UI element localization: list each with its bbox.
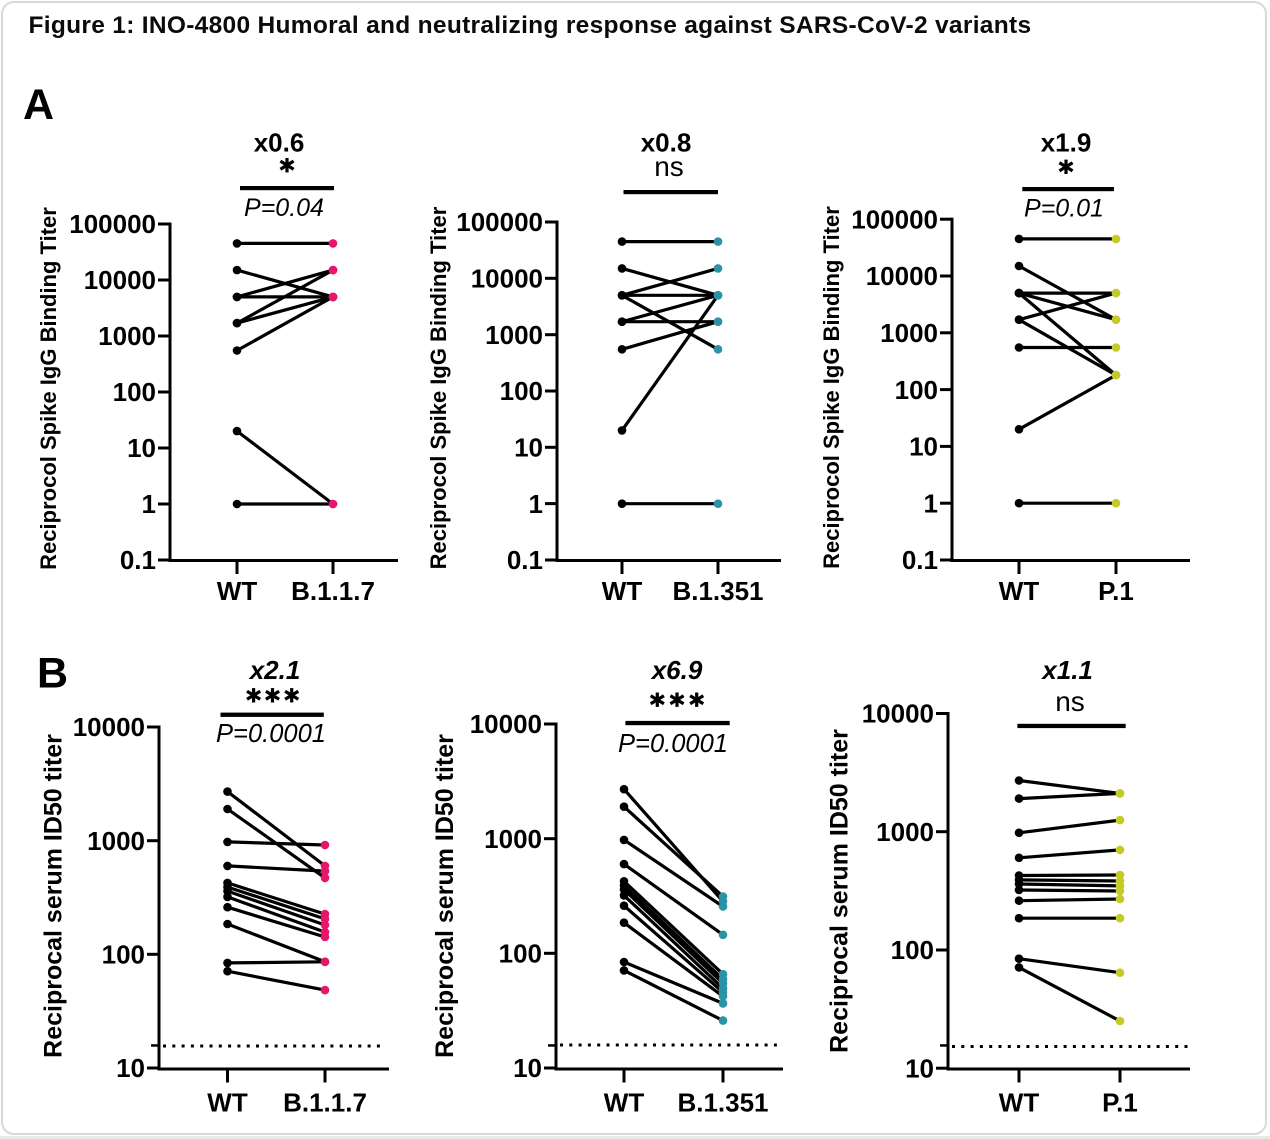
svg-text:100000: 100000 <box>851 204 938 234</box>
svg-text:1: 1 <box>142 489 156 519</box>
svg-text:x1.9: x1.9 <box>1041 127 1092 157</box>
svg-text:Reciprocol Spike IgG Binding T: Reciprocol Spike IgG Binding Titer <box>819 206 844 569</box>
svg-text:100: 100 <box>500 376 543 406</box>
svg-text:100: 100 <box>499 939 542 969</box>
svg-text:Reciprocol Spike IgG Binding T: Reciprocol Spike IgG Binding Titer <box>36 207 61 570</box>
svg-text:Figure 1: INO-4800 Humoral and: Figure 1: INO-4800 Humoral and neutraliz… <box>29 12 1032 39</box>
svg-text:Reciprocol Spike IgG Binding T: Reciprocol Spike IgG Binding Titer <box>426 206 451 569</box>
svg-text:10000: 10000 <box>471 264 543 294</box>
svg-text:B.1.1.7: B.1.1.7 <box>291 576 375 606</box>
svg-text:P=0.04: P=0.04 <box>244 194 324 222</box>
svg-text:10000: 10000 <box>84 265 156 295</box>
svg-text:ns: ns <box>1055 686 1085 717</box>
svg-text:10000: 10000 <box>470 709 542 739</box>
svg-text:A: A <box>23 81 54 129</box>
svg-text:P.1: P.1 <box>1102 1088 1138 1118</box>
svg-text:100: 100 <box>895 375 938 405</box>
svg-text:10: 10 <box>116 1053 145 1083</box>
svg-text:P=0.0001: P=0.0001 <box>216 720 326 748</box>
svg-text:x2.1: x2.1 <box>248 655 301 685</box>
svg-text:Reciprocal serum ID50 titer: Reciprocal serum ID50 titer <box>39 734 67 1058</box>
svg-text:10000: 10000 <box>862 699 934 729</box>
svg-text:P=0.0001: P=0.0001 <box>618 730 728 758</box>
svg-text:1000: 1000 <box>880 318 938 348</box>
svg-text:10000: 10000 <box>866 261 938 291</box>
svg-text:10: 10 <box>514 433 543 463</box>
svg-text:x1.1: x1.1 <box>1040 655 1093 685</box>
svg-text:10: 10 <box>513 1053 542 1083</box>
svg-text:B.1.351: B.1.351 <box>677 1088 768 1118</box>
svg-text:P=0.01: P=0.01 <box>1024 195 1104 223</box>
svg-text:WT: WT <box>207 1088 248 1118</box>
svg-text:B.1.1.7: B.1.1.7 <box>283 1088 367 1118</box>
svg-text:10: 10 <box>127 433 156 463</box>
svg-text:Reciprocal serum ID50 titer: Reciprocal serum ID50 titer <box>431 734 459 1058</box>
svg-text:1000: 1000 <box>484 824 542 854</box>
svg-text:WT: WT <box>999 1088 1040 1118</box>
svg-text:1000: 1000 <box>485 320 543 350</box>
svg-text:100: 100 <box>102 940 145 970</box>
svg-text:ns: ns <box>654 151 684 182</box>
svg-text:1000: 1000 <box>98 321 156 351</box>
svg-text:B.1.351: B.1.351 <box>672 576 763 606</box>
svg-text:100: 100 <box>891 935 934 965</box>
svg-text:x6.9: x6.9 <box>650 655 703 685</box>
svg-text:WT: WT <box>217 576 258 606</box>
svg-text:WT: WT <box>602 576 643 606</box>
svg-text:WT: WT <box>604 1088 645 1118</box>
svg-text:x0.6: x0.6 <box>254 127 305 157</box>
svg-text:1: 1 <box>924 488 938 518</box>
svg-text:Reciprocal serum ID50 titer: Reciprocal serum ID50 titer <box>825 729 853 1053</box>
svg-text:100000: 100000 <box>69 209 156 239</box>
svg-text:P.1: P.1 <box>1098 576 1134 606</box>
svg-text:0.1: 0.1 <box>120 545 156 575</box>
svg-text:10: 10 <box>905 1053 934 1083</box>
svg-text:1000: 1000 <box>876 817 934 847</box>
svg-text:10: 10 <box>909 432 938 462</box>
svg-text:10000: 10000 <box>73 712 145 742</box>
svg-text:100000: 100000 <box>456 207 543 237</box>
svg-text:0.1: 0.1 <box>507 545 543 575</box>
svg-text:B: B <box>37 650 68 698</box>
svg-text:0.1: 0.1 <box>902 545 938 575</box>
svg-text:WT: WT <box>999 576 1040 606</box>
svg-text:x0.8: x0.8 <box>641 127 692 157</box>
svg-text:100: 100 <box>113 377 156 407</box>
svg-text:1000: 1000 <box>87 826 145 856</box>
svg-text:1: 1 <box>529 489 543 519</box>
